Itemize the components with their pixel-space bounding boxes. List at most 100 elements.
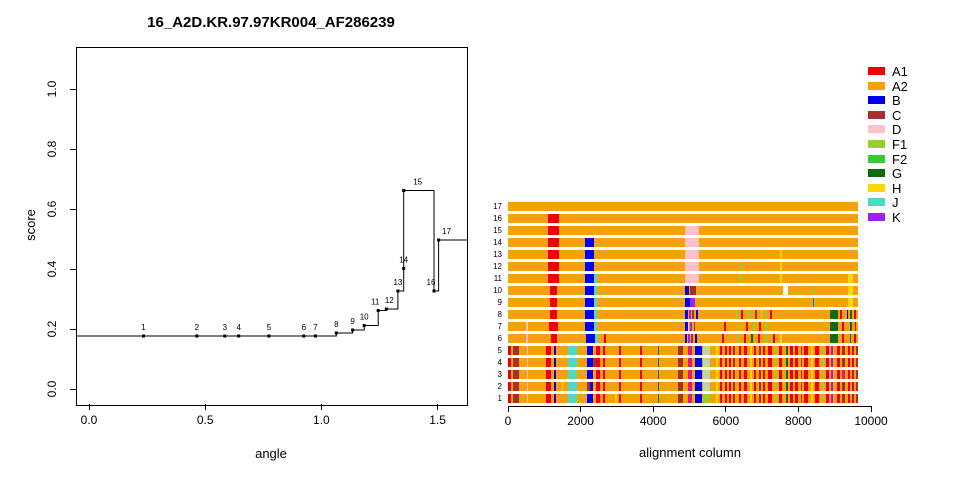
segment-A1: [640, 370, 643, 379]
row-label-15: 15: [493, 226, 502, 235]
row-label-5: 5: [497, 346, 502, 355]
segment-A1: [640, 382, 643, 391]
segment-C: [855, 394, 858, 403]
segment-B: [554, 346, 557, 355]
segment-A1: [547, 214, 559, 223]
segment-B: [554, 382, 557, 391]
segment-B: [584, 274, 595, 283]
segment-A1: [836, 382, 840, 391]
score-angle-plot-box: 1 2 3 4 5 6 7 8 9 10 11 12 13 14 15 16 17: [76, 47, 468, 406]
segment-C: [678, 346, 684, 355]
segment-M: [688, 370, 693, 379]
segment-H: [811, 394, 814, 403]
segment-H: [749, 370, 752, 379]
segment-K: [831, 382, 834, 391]
alignment-x-tick-label: 4000: [639, 414, 667, 428]
point-label-13: 13: [393, 278, 402, 287]
segment-A1: [619, 370, 621, 379]
segment-A1: [772, 334, 775, 343]
segment-C: [678, 394, 684, 403]
segment-F1: [774, 394, 777, 403]
data-point-14: [402, 267, 406, 270]
alignment-row-9: [508, 298, 858, 307]
segment-A1: [847, 394, 850, 403]
segment-C: [689, 286, 696, 295]
segment-C: [800, 370, 803, 379]
segment-A1: [790, 394, 793, 403]
segment-A1: [546, 370, 551, 379]
alignment-row-6: [508, 334, 858, 343]
segment-G: [657, 382, 660, 391]
segment-B: [584, 286, 595, 295]
legend-swatch-C: [868, 110, 885, 119]
segment-A1: [768, 346, 772, 355]
segment-A1: [546, 358, 551, 367]
point-label-7: 7: [313, 323, 318, 332]
segment-C: [855, 346, 858, 355]
segment-A1: [619, 346, 621, 355]
segment-A1: [790, 382, 793, 391]
data-point-16: [432, 289, 436, 293]
segment-A1: [753, 358, 757, 367]
row-label-9: 9: [497, 298, 502, 307]
segment-A1: [853, 310, 856, 319]
segment-H: [811, 346, 814, 355]
x-tick: [320, 404, 322, 410]
segment-B: [695, 334, 697, 343]
segment-A1: [546, 394, 551, 403]
legend-swatch-B: [868, 96, 885, 105]
segment-K: [689, 298, 696, 307]
segment-C: [842, 394, 846, 403]
segment-A1: [547, 238, 559, 247]
segment-A1: [768, 358, 772, 367]
point-label-5: 5: [267, 323, 272, 332]
segment-C: [691, 334, 694, 343]
segment-A1: [847, 346, 850, 355]
segment-C: [593, 358, 596, 367]
y-tick-label: 0.4: [45, 260, 59, 278]
segment-A1: [738, 370, 742, 379]
alignment-row-12: [508, 262, 858, 271]
segment-A1: [795, 346, 798, 355]
left-plot-title: 16_A2D.KR.97.97KR004_AF286239: [147, 14, 395, 31]
alignment-x-tick-label: 2000: [567, 414, 594, 428]
segment-B: [685, 298, 690, 307]
segment-A1: [550, 310, 558, 319]
segment-A1: [724, 382, 727, 391]
point-label-16: 16: [427, 278, 436, 287]
row-label-2: 2: [497, 382, 502, 391]
segment-A1: [603, 394, 606, 403]
row-label-14: 14: [493, 238, 502, 247]
segment-A1: [753, 370, 757, 379]
segment-C: [758, 358, 761, 367]
segment-F1: [748, 310, 750, 319]
segment-H: [811, 358, 814, 367]
segment-A1: [804, 346, 808, 355]
y-tick-label: 1.0: [45, 80, 59, 98]
segment-H: [716, 394, 719, 403]
legend-swatch-A2: [868, 81, 885, 90]
segment-K: [689, 322, 692, 331]
segment-C: [513, 394, 519, 403]
segment-B: [587, 346, 594, 355]
segment-C: [513, 382, 519, 391]
alignment-row-14: [508, 238, 858, 247]
segment-B: [554, 358, 557, 367]
segment-C: [842, 346, 846, 355]
segment-D: [526, 394, 529, 403]
row-label-16: 16: [493, 214, 502, 223]
segment-C: [678, 382, 684, 391]
data-point-5: [267, 334, 271, 338]
segment-A1: [851, 382, 854, 391]
data-point-11: [376, 309, 380, 312]
segment-J: [595, 334, 598, 343]
segment-A1: [779, 382, 783, 391]
segment-G: [850, 322, 852, 331]
point-label-1: 1: [141, 323, 146, 332]
segment-A1: [804, 394, 808, 403]
segment-F1: [774, 346, 777, 355]
segment-A1: [720, 394, 723, 403]
segment-A1: [744, 370, 747, 379]
segment-B: [584, 262, 595, 271]
